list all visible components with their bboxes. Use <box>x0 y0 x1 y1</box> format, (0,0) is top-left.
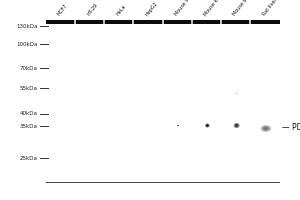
Text: Rat liver: Rat liver <box>261 0 278 17</box>
Text: Mouse brain: Mouse brain <box>232 0 255 17</box>
Text: HT-29: HT-29 <box>86 3 99 17</box>
Text: 55kDa: 55kDa <box>20 86 38 90</box>
Text: Mouse kidney: Mouse kidney <box>203 0 228 17</box>
Text: — PDXK: — PDXK <box>282 122 300 132</box>
Text: 130kDa: 130kDa <box>16 23 38 28</box>
Text: 35kDa: 35kDa <box>20 123 38 129</box>
Text: HepG2: HepG2 <box>144 1 159 17</box>
Text: MCF7: MCF7 <box>57 3 69 17</box>
Text: Mouse liver: Mouse liver <box>174 0 195 17</box>
Text: 70kDa: 70kDa <box>20 66 38 71</box>
Text: HeLa: HeLa <box>115 4 127 17</box>
Text: 40kDa: 40kDa <box>20 111 38 116</box>
Text: 25kDa: 25kDa <box>20 156 38 160</box>
Text: 100kDa: 100kDa <box>16 42 38 46</box>
